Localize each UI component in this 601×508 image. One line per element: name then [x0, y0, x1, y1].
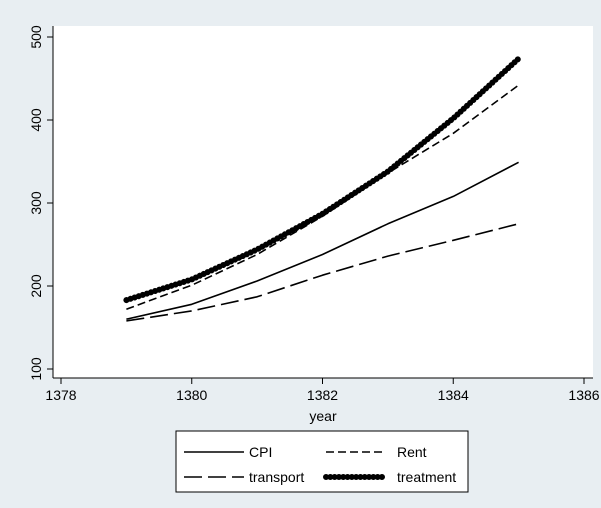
legend-label-transport: transport [249, 469, 304, 485]
legend-box [175, 430, 469, 493]
y-tick-label: 500 [28, 25, 44, 49]
series-line-cpi [126, 161, 519, 320]
x-tick-label: 1378 [45, 387, 76, 403]
x-tick-label: 1382 [307, 387, 338, 403]
y-axis-ticks: 100 200 300 400 500 [28, 25, 53, 381]
x-tick-label: 1380 [176, 387, 207, 403]
legend-items: CPI Rent transport treatment [184, 444, 456, 485]
legend: CPI Rent transport treatment [175, 430, 469, 493]
series-line-transport [126, 223, 519, 322]
y-tick-label: 200 [28, 274, 44, 298]
y-tick-label: 100 [28, 357, 44, 381]
y-tick-label: 300 [28, 191, 44, 215]
series-layer [123, 55, 522, 322]
x-axis-ticks: 1378 1380 1382 1384 1386 [45, 378, 600, 403]
plot-area [53, 26, 593, 378]
x-tick-label: 1384 [438, 387, 469, 403]
series-line-treatment [123, 55, 522, 304]
legend-label-treatment: treatment [397, 469, 456, 485]
y-tick-label: 400 [28, 108, 44, 132]
x-tick-label: 1386 [568, 387, 599, 403]
legend-label-cpi: CPI [249, 444, 272, 460]
x-axis-label: year [309, 408, 337, 424]
legend-label-rent: Rent [397, 444, 427, 460]
